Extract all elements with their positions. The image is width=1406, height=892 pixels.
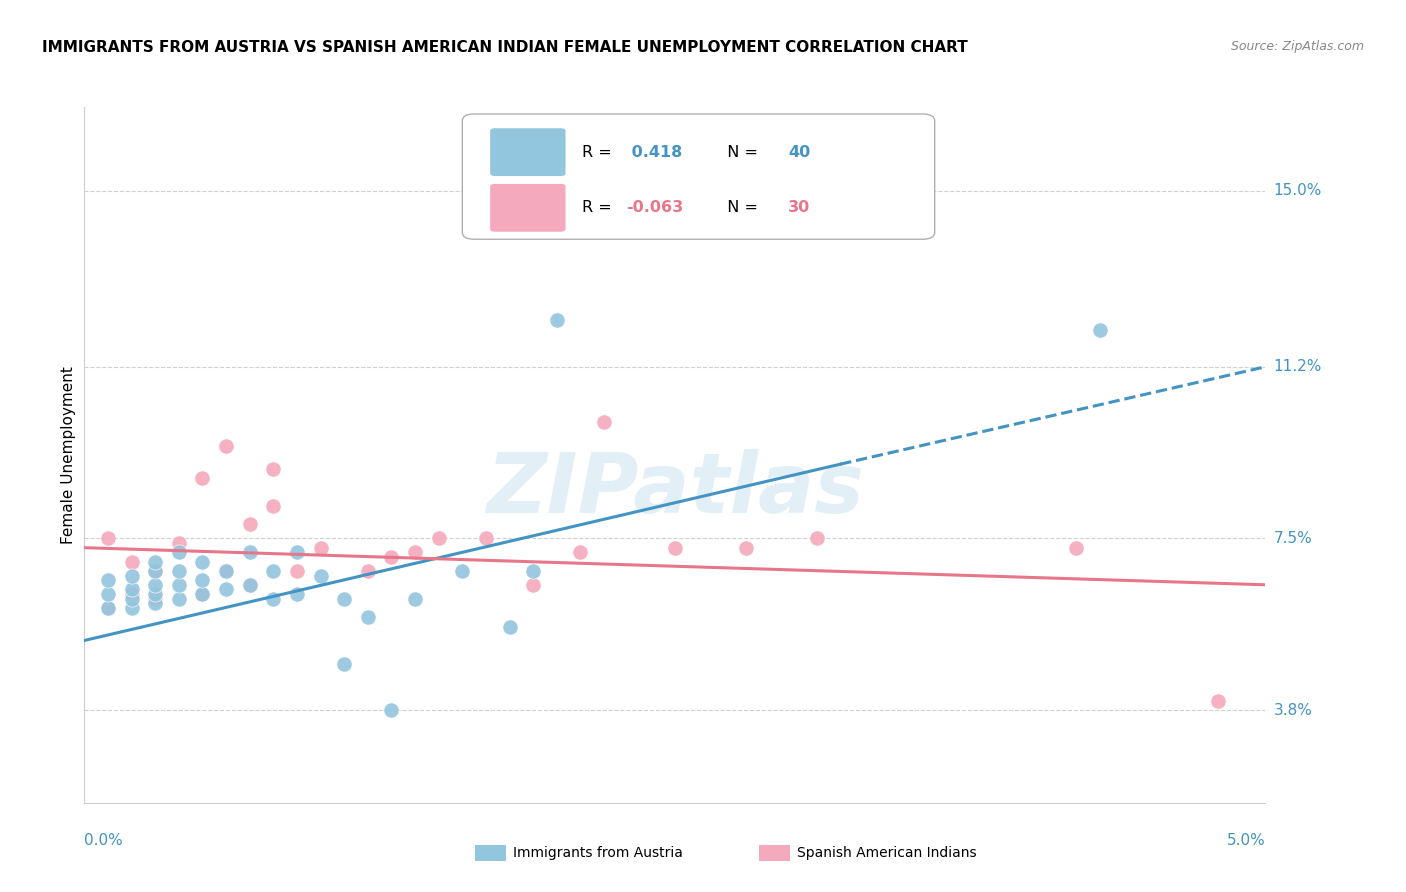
Point (262, 564, 284, 578)
Point (404, 545, 426, 559)
Point (97, 573, 120, 587)
Point (215, 564, 238, 578)
Point (143, 587, 166, 601)
Point (97, 601, 120, 615)
Point (97, 587, 120, 601)
Point (285, 545, 308, 559)
Point (239, 545, 262, 559)
Point (333, 591, 356, 606)
Text: R =: R = (582, 201, 616, 215)
Text: -0.063: -0.063 (627, 201, 683, 215)
Point (239, 578, 262, 592)
Point (475, 532, 498, 546)
Point (121, 601, 143, 615)
Point (143, 555, 166, 569)
Text: 3.8%: 3.8% (1274, 703, 1313, 717)
Point (191, 587, 214, 601)
Point (734, 541, 756, 555)
Text: R =: R = (582, 145, 616, 160)
Text: 5.0%: 5.0% (1226, 833, 1265, 848)
FancyBboxPatch shape (489, 183, 567, 233)
Point (121, 555, 143, 569)
Text: 7.5%: 7.5% (1274, 531, 1312, 546)
Point (262, 462, 284, 476)
Text: 0.418: 0.418 (627, 145, 683, 160)
Text: Spanish American Indians: Spanish American Indians (797, 846, 977, 860)
Point (357, 564, 380, 578)
Point (121, 587, 143, 601)
Point (664, 541, 686, 555)
Point (309, 568, 332, 582)
Text: N =: N = (717, 145, 763, 160)
Point (191, 555, 214, 569)
Text: Source: ZipAtlas.com: Source: ZipAtlas.com (1230, 40, 1364, 54)
Point (121, 568, 143, 582)
Point (593, 416, 616, 430)
Point (191, 587, 214, 601)
Point (285, 587, 308, 601)
Text: ZIPatlas: ZIPatlas (486, 450, 863, 530)
Point (451, 564, 474, 578)
Text: 30: 30 (789, 201, 810, 215)
Point (167, 564, 190, 578)
Point (522, 564, 544, 578)
Point (191, 471, 214, 485)
FancyBboxPatch shape (489, 128, 567, 177)
Text: 11.2%: 11.2% (1274, 359, 1322, 375)
Text: IMMIGRANTS FROM AUSTRIA VS SPANISH AMERICAN INDIAN FEMALE UNEMPLOYMENT CORRELATI: IMMIGRANTS FROM AUSTRIA VS SPANISH AMERI… (42, 40, 967, 55)
Point (522, 578, 544, 592)
Point (215, 439, 238, 453)
Point (239, 578, 262, 592)
Point (167, 578, 190, 592)
Point (1088, 323, 1111, 337)
Point (593, 155, 616, 169)
Point (546, 313, 568, 327)
Point (143, 564, 166, 578)
Point (121, 582, 143, 597)
Point (427, 532, 450, 546)
Point (404, 591, 426, 606)
Text: N =: N = (717, 201, 763, 215)
Text: Immigrants from Austria: Immigrants from Austria (513, 846, 683, 860)
Point (262, 499, 284, 513)
Point (357, 610, 380, 624)
Point (498, 619, 520, 633)
Text: 15.0%: 15.0% (1274, 183, 1322, 198)
FancyBboxPatch shape (463, 114, 935, 239)
Point (380, 549, 402, 564)
Point (309, 541, 332, 555)
Point (121, 591, 143, 606)
Point (167, 536, 190, 550)
Text: 40: 40 (789, 145, 810, 160)
Point (143, 564, 166, 578)
Point (239, 517, 262, 532)
Point (262, 591, 284, 606)
Point (569, 545, 592, 559)
Text: 0.0%: 0.0% (84, 833, 124, 848)
Point (806, 532, 828, 546)
Point (97, 532, 120, 546)
Point (333, 657, 356, 671)
Point (215, 564, 238, 578)
Point (143, 578, 166, 592)
Point (215, 582, 238, 597)
Point (167, 591, 190, 606)
Point (285, 564, 308, 578)
Point (380, 703, 402, 717)
Point (1066, 541, 1088, 555)
Point (593, 178, 616, 193)
Point (167, 545, 190, 559)
Point (143, 591, 166, 606)
Y-axis label: Female Unemployment: Female Unemployment (60, 366, 76, 544)
Point (191, 573, 214, 587)
Point (1206, 694, 1229, 708)
Point (97, 601, 120, 615)
Point (143, 596, 166, 610)
